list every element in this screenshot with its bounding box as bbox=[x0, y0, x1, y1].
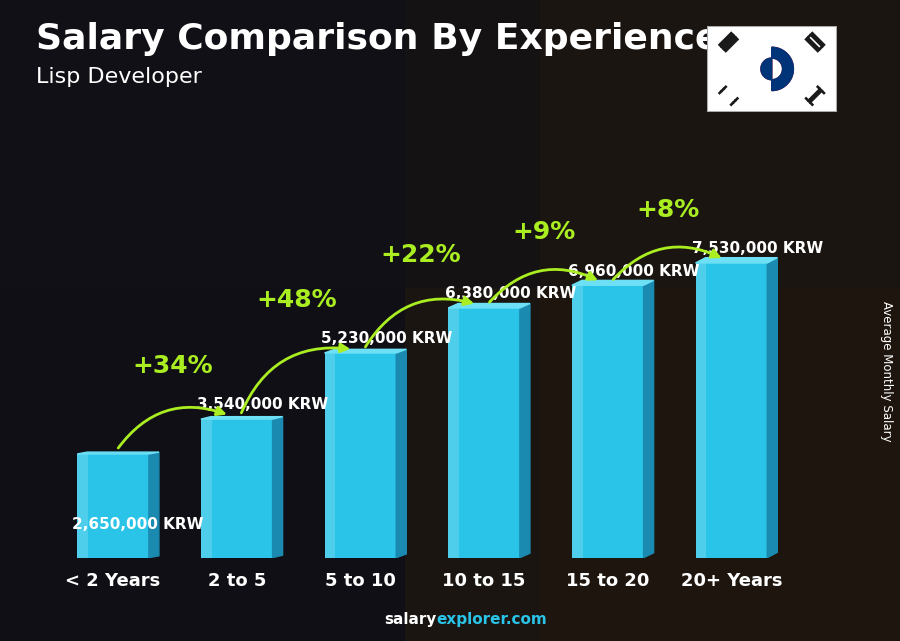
Text: +48%: +48% bbox=[256, 288, 337, 312]
Bar bbox=[572, 285, 644, 558]
Polygon shape bbox=[760, 47, 794, 90]
Polygon shape bbox=[201, 417, 283, 419]
Text: Lisp Developer: Lisp Developer bbox=[36, 67, 202, 87]
Text: 7,530,000 KRW: 7,530,000 KRW bbox=[692, 241, 824, 256]
Polygon shape bbox=[396, 349, 406, 558]
Text: Average Monthly Salary: Average Monthly Salary bbox=[880, 301, 893, 442]
Text: +8%: +8% bbox=[636, 198, 699, 222]
Text: 3,540,000 KRW: 3,540,000 KRW bbox=[197, 397, 328, 412]
Bar bbox=[77, 454, 88, 558]
Bar bbox=[696, 263, 706, 558]
Polygon shape bbox=[644, 280, 653, 558]
Bar bbox=[325, 353, 396, 558]
Bar bbox=[325, 353, 336, 558]
Text: explorer.com: explorer.com bbox=[436, 612, 547, 627]
Polygon shape bbox=[572, 280, 653, 285]
Polygon shape bbox=[760, 47, 794, 90]
Bar bbox=[572, 285, 582, 558]
Bar bbox=[77, 454, 148, 558]
Text: 6,960,000 KRW: 6,960,000 KRW bbox=[568, 263, 700, 279]
Bar bbox=[201, 419, 273, 558]
Polygon shape bbox=[325, 349, 406, 353]
Text: salary: salary bbox=[384, 612, 436, 627]
Bar bbox=[201, 419, 212, 558]
Bar bbox=[448, 308, 459, 558]
Polygon shape bbox=[520, 303, 530, 558]
Bar bbox=[0, 0, 405, 641]
Text: 5,230,000 KRW: 5,230,000 KRW bbox=[321, 331, 453, 346]
Polygon shape bbox=[273, 417, 283, 558]
Text: 2,650,000 KRW: 2,650,000 KRW bbox=[72, 517, 203, 532]
Text: +22%: +22% bbox=[380, 243, 461, 267]
Text: Salary Comparison By Experience: Salary Comparison By Experience bbox=[36, 22, 719, 56]
Bar bbox=[696, 263, 768, 558]
Polygon shape bbox=[448, 303, 530, 308]
Bar bbox=[540, 0, 900, 641]
Text: 6,380,000 KRW: 6,380,000 KRW bbox=[445, 287, 576, 301]
Polygon shape bbox=[768, 258, 778, 558]
Bar bbox=[0, 0, 900, 288]
Polygon shape bbox=[77, 452, 159, 454]
Text: +9%: +9% bbox=[512, 221, 576, 244]
Polygon shape bbox=[696, 258, 778, 263]
Text: +34%: +34% bbox=[133, 354, 213, 378]
Bar bbox=[448, 308, 520, 558]
Polygon shape bbox=[148, 452, 159, 558]
